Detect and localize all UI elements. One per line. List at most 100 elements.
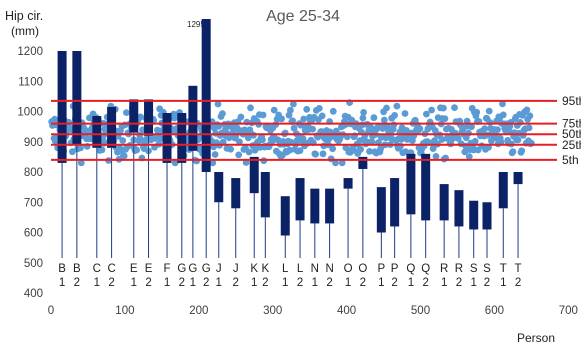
y-tick-label: 500 bbox=[24, 258, 43, 270]
size-bar bbox=[513, 172, 523, 185]
scatter-point bbox=[209, 159, 217, 167]
bar-label-letter: G bbox=[188, 263, 197, 275]
scatter-point bbox=[465, 153, 473, 161]
y-tick-label: 800 bbox=[24, 167, 43, 179]
x-axis-label: Person bbox=[517, 331, 555, 345]
size-bar bbox=[454, 190, 464, 227]
top-value-label: 1295 bbox=[187, 20, 205, 29]
bar-label-letter: C bbox=[93, 263, 101, 275]
scatter-point bbox=[77, 159, 85, 167]
bar-label-letter: B bbox=[58, 263, 66, 275]
scatter-point bbox=[525, 124, 533, 132]
scatter-point bbox=[214, 100, 222, 108]
scatter-point bbox=[319, 150, 327, 158]
scatter-point bbox=[523, 106, 531, 114]
scatter-point bbox=[343, 133, 351, 141]
size-bar bbox=[107, 106, 117, 148]
scatter-point bbox=[518, 147, 526, 155]
scatter-point bbox=[193, 157, 201, 165]
scatter-point bbox=[383, 104, 390, 112]
size-bar bbox=[421, 153, 431, 221]
scatter-point bbox=[377, 145, 384, 153]
scatter-point bbox=[77, 144, 84, 152]
scatter-point bbox=[154, 126, 161, 134]
scatter-point bbox=[401, 110, 409, 117]
scatter-point bbox=[235, 151, 243, 159]
scatter-point bbox=[219, 110, 226, 117]
scatter-point bbox=[309, 125, 316, 133]
scatter-point bbox=[251, 146, 259, 154]
scatter-point bbox=[499, 100, 506, 108]
scatter-point bbox=[486, 119, 494, 126]
bar-label-number: 2 bbox=[484, 277, 490, 289]
scatter-point bbox=[290, 100, 297, 108]
x-tick-label: 400 bbox=[337, 305, 356, 317]
scatter-point bbox=[359, 114, 367, 122]
scatter-point bbox=[438, 136, 446, 143]
size-bar bbox=[310, 188, 320, 224]
scatter-point bbox=[303, 105, 311, 113]
bar-label-number: 2 bbox=[233, 277, 239, 289]
scatter-point bbox=[329, 145, 336, 153]
scatter-point bbox=[454, 134, 462, 142]
scatter-point bbox=[509, 148, 517, 156]
scatter-point bbox=[215, 123, 223, 130]
size-bar bbox=[162, 113, 172, 163]
y-tick-label: 400 bbox=[24, 288, 43, 300]
scatter-point bbox=[157, 135, 164, 143]
bar-label-number: 1 bbox=[378, 277, 384, 289]
size-bar bbox=[482, 202, 492, 230]
y-tick-label: 1200 bbox=[17, 46, 43, 58]
bar-label-number: 2 bbox=[179, 277, 185, 289]
chart-title: Age 25-34 bbox=[266, 8, 340, 25]
bar-label-letter: K bbox=[250, 263, 258, 275]
bar-label-number: 1 bbox=[164, 277, 170, 289]
bar-label-letter: R bbox=[440, 263, 448, 275]
scatter-point bbox=[171, 114, 178, 122]
scatter-point bbox=[287, 106, 294, 114]
scatter-point bbox=[123, 109, 130, 116]
scatter-point bbox=[247, 104, 254, 112]
bar-label-number: 2 bbox=[391, 277, 397, 289]
scatter-point bbox=[451, 104, 458, 111]
scatter-point bbox=[137, 136, 145, 144]
bar-label-letter: N bbox=[311, 263, 319, 275]
x-tick-label: 200 bbox=[189, 305, 208, 317]
percentile-label: 5th bbox=[562, 153, 579, 167]
bar-label-letter: G bbox=[202, 263, 211, 275]
percentile-label: 95th bbox=[562, 94, 581, 108]
bar-label-number: 1 bbox=[131, 277, 137, 289]
bar-label-letter: P bbox=[391, 263, 399, 275]
y-axis-label-line1: Hip cir. bbox=[5, 9, 43, 23]
bar-label-letter: Q bbox=[421, 263, 430, 275]
scatter-point bbox=[391, 112, 398, 119]
scatter-point bbox=[133, 146, 141, 154]
x-tick-label: 600 bbox=[485, 305, 504, 317]
scatter-point bbox=[465, 129, 472, 137]
bar-label-number: 1 bbox=[312, 277, 318, 289]
scatter-point bbox=[461, 148, 469, 156]
scatter-point bbox=[440, 104, 447, 112]
y-tick-label: 600 bbox=[24, 228, 43, 240]
percentile-label: 25th bbox=[562, 138, 581, 152]
scatter-point bbox=[171, 159, 179, 167]
size-bar bbox=[358, 156, 368, 169]
scatter-point bbox=[368, 138, 376, 146]
size-bar bbox=[260, 172, 270, 218]
bar-label-letter: J bbox=[233, 263, 239, 275]
scatter-point bbox=[227, 145, 235, 153]
scatter-point bbox=[468, 123, 475, 131]
bar-label-letter: E bbox=[130, 263, 138, 275]
bar-label-number: 2 bbox=[262, 277, 268, 289]
scatter-point bbox=[499, 111, 507, 119]
bar-label-letter: F bbox=[164, 263, 171, 275]
size-bar bbox=[439, 184, 449, 221]
scatter-point bbox=[312, 150, 319, 158]
bar-label-number: 2 bbox=[326, 277, 332, 289]
bar-label-letter: N bbox=[325, 263, 333, 275]
bar-label-number: 2 bbox=[515, 277, 521, 289]
size-bar bbox=[201, 19, 211, 172]
bar-label-letter: O bbox=[344, 263, 353, 275]
bar-label-number: 1 bbox=[190, 277, 196, 289]
scatter-point bbox=[473, 108, 481, 116]
